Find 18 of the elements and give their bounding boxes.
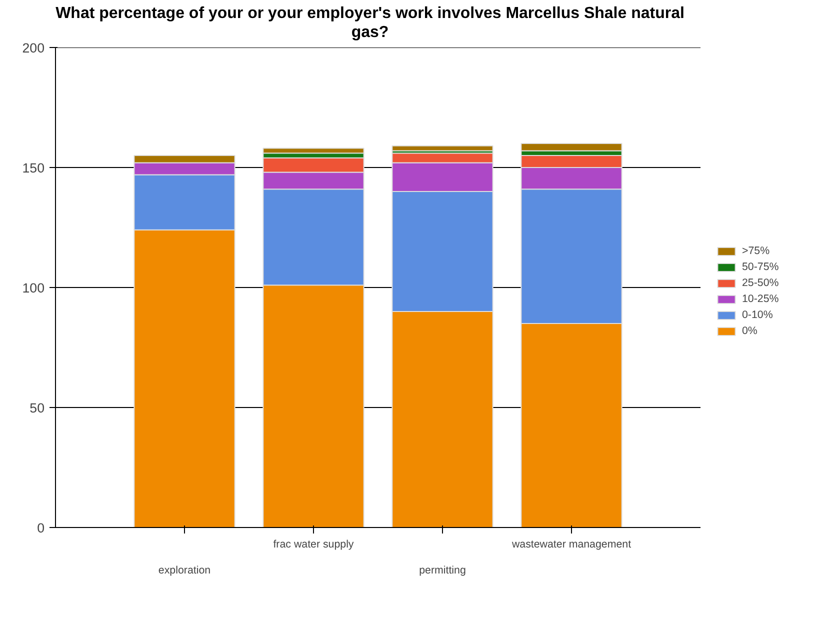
y-tick-label: 50: [30, 400, 45, 416]
y-tick-label: 100: [22, 280, 45, 296]
legend-label: 0%: [742, 325, 758, 338]
legend-label: 10-25%: [742, 293, 779, 306]
y-tick-label: 150: [22, 160, 45, 176]
y-tick-label: 200: [22, 40, 45, 56]
legend-label: >75%: [742, 245, 770, 258]
legend-label: 0-10%: [742, 309, 773, 322]
x-tick-label: permitting: [419, 564, 466, 577]
bar: [520, 143, 622, 152]
chart-title: What percentage of your or your employer's work involves Marcellus Shale natural gas?: [54, 4, 686, 42]
x-tick-label: exploration: [158, 564, 211, 577]
bar: [392, 146, 494, 152]
x-tick-label: frac water supply: [273, 538, 354, 551]
legend-label: 25-50%: [742, 277, 779, 290]
x-tick-label: wastewater management: [510, 538, 632, 551]
legend-label: 50-75%: [742, 261, 779, 274]
y-tick-label: 0: [37, 520, 45, 536]
